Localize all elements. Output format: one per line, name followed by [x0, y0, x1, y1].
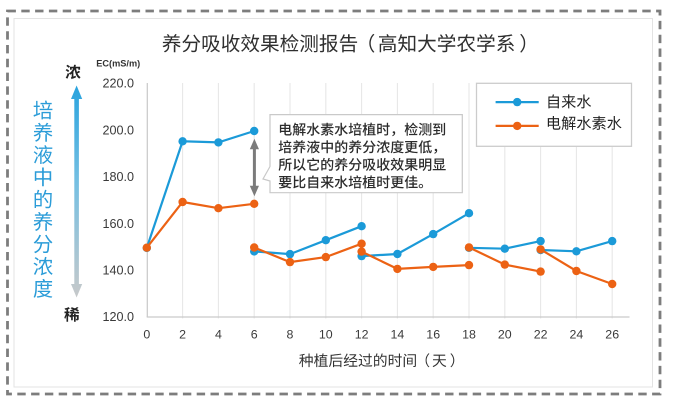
svg-text:20: 20	[498, 327, 512, 341]
svg-text:26: 26	[605, 327, 619, 341]
svg-text:2: 2	[179, 327, 186, 341]
svg-text:10: 10	[319, 327, 333, 341]
svg-text:EC(mS/m): EC(mS/m)	[96, 59, 140, 69]
svg-text:160.0: 160.0	[102, 217, 134, 231]
svg-text:12: 12	[355, 327, 369, 341]
svg-text:220.0: 220.0	[102, 77, 134, 91]
svg-text:200.0: 200.0	[102, 123, 134, 137]
svg-text:24: 24	[570, 327, 584, 341]
svg-text:0: 0	[143, 327, 150, 341]
svg-text:120.0: 120.0	[102, 310, 134, 324]
svg-text:14: 14	[391, 327, 405, 341]
svg-text:4: 4	[215, 327, 222, 341]
svg-text:18: 18	[462, 327, 476, 341]
svg-text:16: 16	[426, 327, 440, 341]
svg-text:22: 22	[534, 327, 548, 341]
svg-text:6: 6	[251, 327, 258, 341]
svg-text:140.0: 140.0	[102, 264, 134, 278]
svg-text:8: 8	[287, 327, 294, 341]
svg-text:180.0: 180.0	[102, 170, 134, 184]
